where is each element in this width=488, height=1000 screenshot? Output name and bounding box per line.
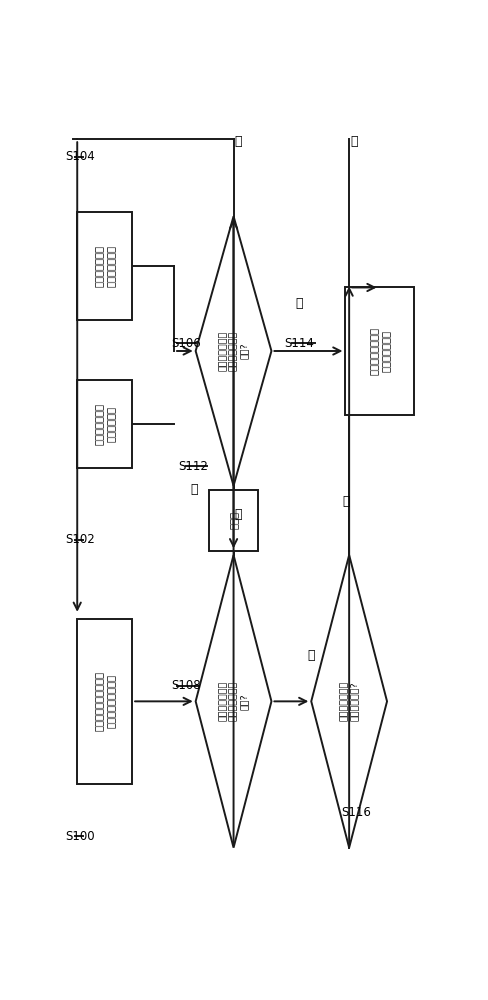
Text: 判斷影像數據緩
沖器是否已保?: 判斷影像數據緩 沖器是否已保? [339, 681, 358, 721]
Text: S116: S116 [341, 806, 371, 820]
Text: 不動作: 不動作 [228, 511, 238, 529]
Text: 可插拔存儲器插
出行車記錄器: 可插拔存儲器插 出行車記錄器 [94, 403, 115, 445]
Text: 否: 否 [234, 508, 242, 521]
Text: 是: 是 [190, 483, 197, 496]
Text: 否: 否 [349, 135, 357, 148]
FancyBboxPatch shape [77, 380, 132, 468]
Text: 判斷行車記錄器
與手持裝置是否
在線?: 判斷行車記錄器 與手持裝置是否 在線? [218, 331, 248, 371]
FancyBboxPatch shape [345, 287, 413, 415]
Text: 重力傳感器的檢
測值大于臨界值: 重力傳感器的檢 測值大于臨界值 [94, 245, 115, 287]
Text: 判斷行車記錄器
與手持裝置是否
在線?: 判斷行車記錄器 與手持裝置是否 在線? [218, 681, 248, 721]
Polygon shape [311, 555, 386, 848]
Text: 是: 是 [307, 649, 314, 662]
Text: S108: S108 [171, 679, 200, 692]
Text: S104: S104 [65, 150, 95, 163]
Text: S112: S112 [178, 460, 208, 473]
Text: 是: 是 [342, 495, 349, 508]
Text: S100: S100 [65, 830, 94, 843]
Text: 是: 是 [295, 297, 302, 310]
FancyBboxPatch shape [208, 490, 258, 551]
FancyBboxPatch shape [77, 619, 132, 784]
Text: 否: 否 [234, 135, 242, 148]
FancyBboxPatch shape [77, 212, 132, 320]
Polygon shape [195, 555, 271, 848]
Text: 取得行車記錄器與智能
手持裝置的連線狀態: 取得行車記錄器與智能 手持裝置的連線狀態 [94, 671, 115, 731]
Text: S102: S102 [65, 533, 95, 546]
Polygon shape [195, 216, 271, 486]
Text: S114: S114 [284, 337, 314, 350]
Text: S106: S106 [171, 337, 201, 350]
Text: 將影像數據傳輸至
智能型手持裝置: 將影像數據傳輸至 智能型手持裝置 [368, 327, 389, 375]
